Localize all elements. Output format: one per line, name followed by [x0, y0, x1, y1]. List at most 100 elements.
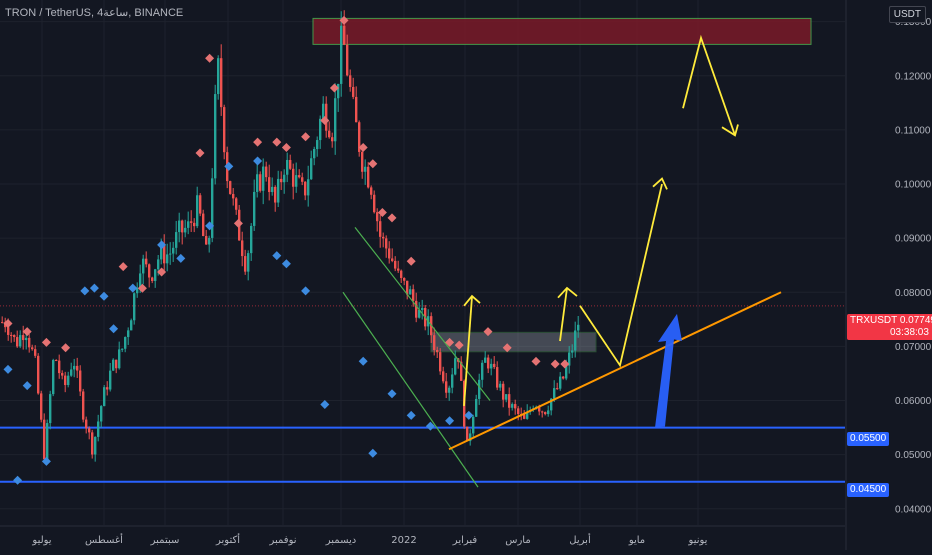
- last-price-label: TRXUSDT 0.07749 03:38:03: [847, 314, 932, 340]
- pivot-high-marker: [320, 115, 330, 125]
- candle-body: [208, 237, 211, 245]
- candle-body: [100, 406, 103, 422]
- pivot-low-marker: [80, 286, 90, 296]
- candle-body: [301, 177, 304, 182]
- candle-body: [331, 137, 334, 142]
- candle-body: [46, 423, 49, 460]
- candle-body: [547, 410, 550, 415]
- candle-body: [370, 187, 373, 195]
- pivot-high-marker: [550, 359, 560, 369]
- candle-body: [58, 360, 61, 374]
- x-tick-label: يوليو: [31, 535, 51, 546]
- pivot-low-marker: [224, 161, 234, 171]
- candle-body: [142, 258, 145, 274]
- candle-body: [94, 436, 97, 455]
- x-tick-label: سبتمبر: [150, 535, 180, 546]
- pivot-high-marker: [560, 359, 570, 369]
- candle-body: [445, 381, 448, 393]
- candle-body: [421, 308, 424, 311]
- candle-body: [526, 411, 529, 419]
- candle-body: [169, 253, 172, 255]
- candle-body: [145, 258, 148, 265]
- candle-body: [505, 394, 508, 400]
- candle-body: [217, 58, 220, 95]
- pivot-low-marker: [281, 259, 291, 269]
- pivot-low-marker: [464, 410, 474, 420]
- candle-body: [19, 335, 22, 347]
- symbol-label: TRXUSDT: [850, 315, 898, 326]
- candle-body: [97, 421, 100, 437]
- candle-body: [247, 253, 250, 272]
- pivot-low-marker: [128, 283, 138, 293]
- candle-body: [304, 181, 307, 196]
- candle-body: [568, 352, 571, 366]
- pivot-high-marker: [406, 256, 416, 266]
- candle-body: [163, 244, 166, 264]
- chart-title: TRON / TetherUS, 4ساعة, BINANCE: [5, 7, 184, 19]
- x-tick-label: مارس: [505, 535, 530, 546]
- pivot-high-marker: [61, 343, 71, 353]
- candle-body: [379, 221, 382, 237]
- candle-body: [253, 191, 256, 226]
- resistance-zone: [312, 17, 812, 45]
- candle-body: [88, 428, 91, 433]
- candle-body: [349, 75, 352, 87]
- candle-body: [478, 379, 481, 399]
- pivot-high-marker: [531, 356, 541, 366]
- candle-body: [292, 168, 295, 187]
- candle-body: [448, 387, 451, 393]
- zones: [312, 17, 812, 353]
- pivot-high-marker: [502, 343, 512, 353]
- pivot-high-marker: [483, 327, 493, 337]
- candle-body: [283, 174, 286, 183]
- candle-body: [364, 166, 367, 172]
- candle-body: [334, 98, 337, 142]
- candle-body: [565, 365, 568, 379]
- candle-body: [385, 238, 388, 249]
- candle-body: [67, 375, 70, 386]
- candle-body: [382, 236, 385, 239]
- candle-body: [394, 260, 397, 269]
- target-arrowhead: [721, 124, 739, 137]
- candle-body: [76, 365, 79, 371]
- candle-body: [517, 408, 520, 414]
- candle-body: [310, 158, 313, 180]
- pivot-low-marker: [157, 240, 167, 250]
- small-up-arrow-1-head: [463, 294, 481, 307]
- y-tick-label: 0.09000: [895, 234, 932, 245]
- candle-body: [124, 337, 127, 349]
- currency-button[interactable]: USDT: [888, 6, 926, 23]
- candle-body: [574, 330, 577, 351]
- pivot-high-marker: [281, 143, 291, 153]
- candle-body: [319, 118, 322, 141]
- pivot-low-marker: [368, 448, 378, 458]
- pivot-high-marker: [195, 148, 205, 158]
- candle-body: [250, 225, 253, 254]
- candle-body: [442, 371, 445, 382]
- candle-body: [178, 220, 181, 233]
- pivot-low-marker: [425, 421, 435, 431]
- candle-body: [61, 373, 64, 376]
- candle-body: [412, 289, 415, 301]
- candle-body: [79, 370, 82, 392]
- candle-body: [496, 367, 499, 388]
- candle-body: [151, 277, 154, 281]
- pivot-high-marker: [118, 262, 128, 272]
- pivot-low-marker: [99, 291, 109, 301]
- candle-body: [397, 268, 400, 271]
- candle-body: [313, 149, 316, 159]
- candle-body: [256, 174, 259, 192]
- candle-body: [454, 358, 457, 375]
- candle-body: [118, 349, 121, 369]
- x-tick-label: أكتوبر: [215, 533, 240, 546]
- x-tick-label: مايو: [628, 535, 645, 546]
- y-tick-label: 0.05000: [895, 450, 932, 461]
- candle-body: [229, 181, 232, 194]
- candle-body: [13, 335, 16, 338]
- candle-body: [22, 335, 25, 341]
- x-tick-label: ديسمبر: [325, 535, 356, 546]
- candle-body: [265, 166, 268, 178]
- candle-body: [322, 103, 325, 119]
